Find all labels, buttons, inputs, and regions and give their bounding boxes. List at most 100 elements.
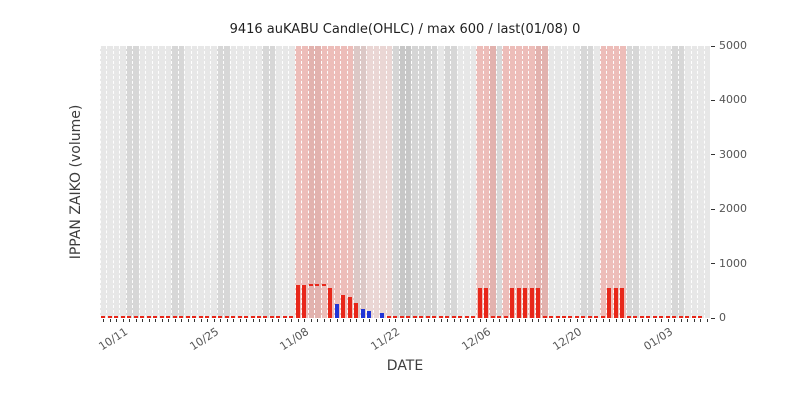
gridline: [411, 46, 413, 318]
x-tick-mark: [421, 319, 423, 322]
gridline: [638, 46, 640, 318]
x-tick-mark: [602, 319, 604, 322]
gridline: [651, 46, 653, 318]
flat-dash: [185, 316, 190, 318]
pink-strong-band: [502, 46, 548, 318]
x-tick-mark: [563, 319, 565, 322]
x-tick-mark: [414, 319, 416, 322]
gridline: [171, 46, 173, 318]
flat-dash: [458, 316, 463, 318]
x-tick-mark: [375, 319, 377, 322]
x-tick-mark: [284, 319, 286, 322]
flat-dash: [659, 316, 664, 318]
gridline: [645, 46, 647, 318]
volume-bar: [529, 287, 534, 318]
flat-dash: [218, 316, 223, 318]
flat-dash: [256, 316, 261, 318]
gridline: [164, 46, 166, 318]
gridline: [456, 46, 458, 318]
flat-dash: [678, 316, 683, 318]
flat-dash: [269, 316, 274, 318]
volume-bar: [334, 303, 339, 318]
flat-dash: [419, 316, 424, 318]
flat-dash: [192, 316, 197, 318]
gridline: [586, 46, 588, 318]
volume-bar: [341, 295, 346, 318]
x-tick-mark: [356, 319, 358, 322]
x-tick-mark: [116, 319, 118, 322]
x-tick-mark: [654, 319, 656, 322]
gridline: [703, 46, 705, 318]
gridline: [268, 46, 270, 318]
x-tick-mark: [304, 319, 306, 322]
x-tick-mark: [460, 319, 462, 322]
y-tick-label: 4000: [719, 93, 747, 107]
gridline: [495, 46, 497, 318]
x-tick-mark: [194, 319, 196, 322]
x-tick-mark: [551, 319, 552, 322]
volume-bar: [607, 287, 612, 318]
gridline: [151, 46, 153, 318]
x-tick-mark: [246, 319, 247, 322]
x-tick-mark: [291, 319, 293, 322]
gridline: [275, 46, 277, 318]
gridline: [632, 46, 634, 318]
flat-dash: [399, 316, 404, 318]
y-tick-mark: [711, 99, 715, 101]
x-tick-mark: [589, 319, 591, 322]
x-tick-mark: [641, 319, 643, 322]
x-tick-mark: [135, 319, 137, 322]
gridline: [450, 46, 452, 318]
x-tick-mark: [258, 319, 260, 322]
y-tick-label: 3000: [719, 147, 747, 161]
x-tick-mark: [297, 319, 299, 322]
flat-dash: [497, 316, 502, 318]
x-tick-mark: [226, 319, 228, 322]
flat-dash: [594, 316, 599, 318]
x-tick-mark: [181, 319, 183, 322]
x-tick-mark: [369, 319, 371, 322]
pink-strong-band: [476, 46, 496, 318]
volume-bar: [510, 287, 515, 318]
x-tick-mark: [661, 319, 663, 322]
gridline: [216, 46, 218, 318]
flat-dash: [101, 316, 106, 318]
y-tick-mark: [711, 154, 715, 156]
gridline: [106, 46, 108, 318]
gridline: [210, 46, 212, 318]
flat-dash: [263, 316, 268, 318]
gridline: [476, 46, 478, 318]
volume-bar: [328, 287, 333, 318]
gridline: [573, 46, 575, 318]
y-axis-label: IPPAN ZAIKO (volume): [68, 104, 84, 260]
flat-dash: [425, 316, 430, 318]
y-tick-label: 5000: [719, 39, 747, 52]
flat-dash: [626, 316, 631, 318]
flat-dash: [412, 316, 417, 318]
weekend-band: [262, 46, 276, 318]
x-tick-mark: [388, 319, 390, 322]
weekend-band: [625, 46, 639, 318]
x-tick-mark: [343, 319, 345, 322]
x-tick-mark: [576, 319, 578, 322]
x-tick-mark: [512, 319, 514, 322]
gridline: [132, 46, 134, 318]
gridline: [145, 46, 147, 318]
gridline: [684, 46, 686, 318]
flat-dash: [231, 316, 236, 318]
volume-bar: [516, 287, 521, 318]
flat-dash: [153, 316, 158, 318]
gridline: [392, 46, 394, 318]
volume-bar: [302, 285, 307, 318]
x-tick-mark: [155, 319, 157, 322]
volume-bar: [523, 287, 528, 318]
gridline: [242, 46, 244, 318]
volume-bar: [354, 302, 359, 318]
gridline: [560, 46, 562, 318]
x-tick-mark: [486, 319, 488, 322]
weekend-band: [216, 46, 230, 318]
x-tick-mark: [427, 319, 429, 322]
x-tick-mark: [109, 319, 111, 322]
volume-bar: [367, 311, 372, 318]
